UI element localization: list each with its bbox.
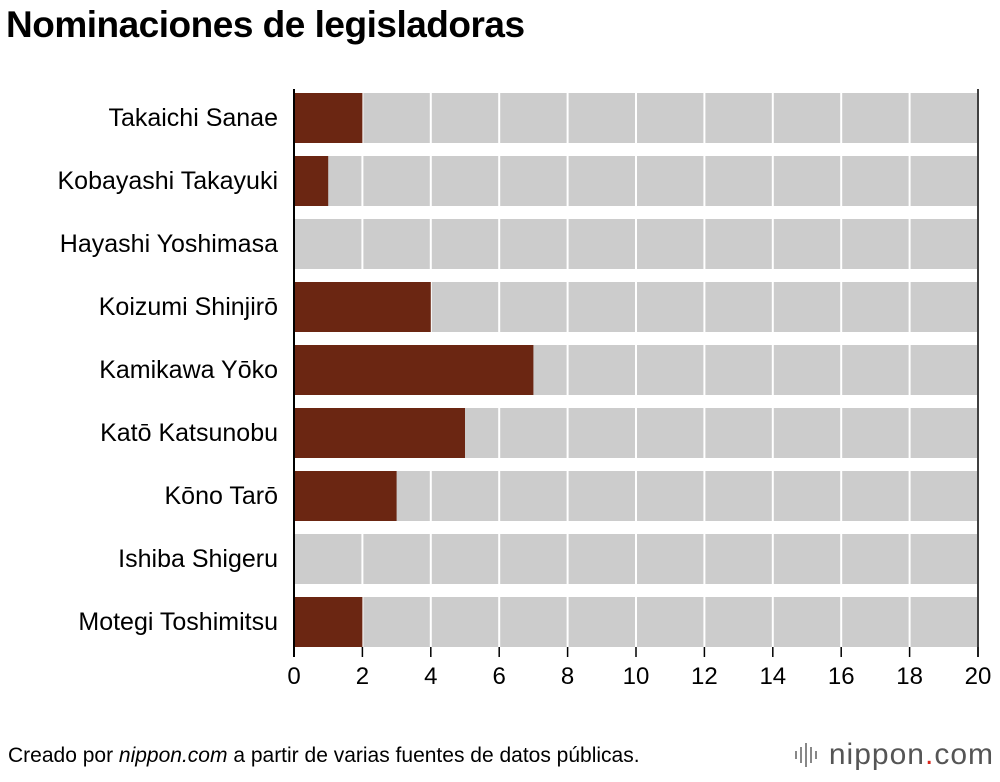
bar: [294, 408, 465, 458]
footer-credit: Creado por nippon.com a partir de varias…: [8, 744, 640, 768]
category-label: Motegi Toshimitsu: [78, 608, 278, 636]
x-tick-label: 0: [287, 663, 300, 690]
nippon-logo: nippon. com: [794, 738, 994, 772]
category-label: Katō Katsunobu: [100, 419, 278, 447]
x-tick-label: 18: [896, 663, 923, 690]
x-tick-label: 8: [561, 663, 574, 690]
category-label: Kamikawa Yōko: [99, 356, 278, 384]
logo-bars-icon: [794, 743, 817, 767]
x-tick-label: 10: [623, 663, 650, 690]
category-label: Hayashi Yoshimasa: [60, 230, 278, 258]
bar: [294, 345, 534, 395]
x-tick-label: 16: [828, 663, 855, 690]
bar-chart: Takaichi Sanae Kobayashi Takayuki Hayashi …: [57, 89, 992, 690]
logo-dot: .: [924, 738, 935, 771]
x-tick-label: 4: [424, 663, 437, 690]
bar: [294, 282, 431, 332]
footer-source: nippon.com: [118, 744, 228, 767]
x-tick-label: 2: [356, 663, 369, 690]
x-tick-label: 20: [965, 663, 992, 690]
logo-name: nippon: [828, 738, 925, 771]
footer-prefix: Creado por: [8, 744, 119, 767]
logo-tld: com: [934, 738, 994, 771]
category-label: Ishiba Shigeru: [118, 545, 278, 573]
x-tick-label: 12: [691, 663, 718, 690]
x-tick-label: 6: [493, 663, 506, 690]
bar: [294, 156, 329, 206]
bar: [294, 471, 397, 521]
category-label: Koizumi Shinjirō: [99, 293, 278, 321]
category-label: Takaichi Sanae: [108, 104, 278, 132]
footer-suffix: a partir de varias fuentes de datos públ…: [227, 744, 640, 767]
category-label: Kōno Tarō: [164, 482, 278, 510]
chart-title: Nominaciones de legisladoras: [6, 4, 525, 45]
x-tick-label: 14: [759, 663, 786, 690]
category-label: Kobayashi Takayuki: [57, 167, 278, 195]
bar: [294, 93, 363, 143]
bar: [294, 597, 363, 647]
